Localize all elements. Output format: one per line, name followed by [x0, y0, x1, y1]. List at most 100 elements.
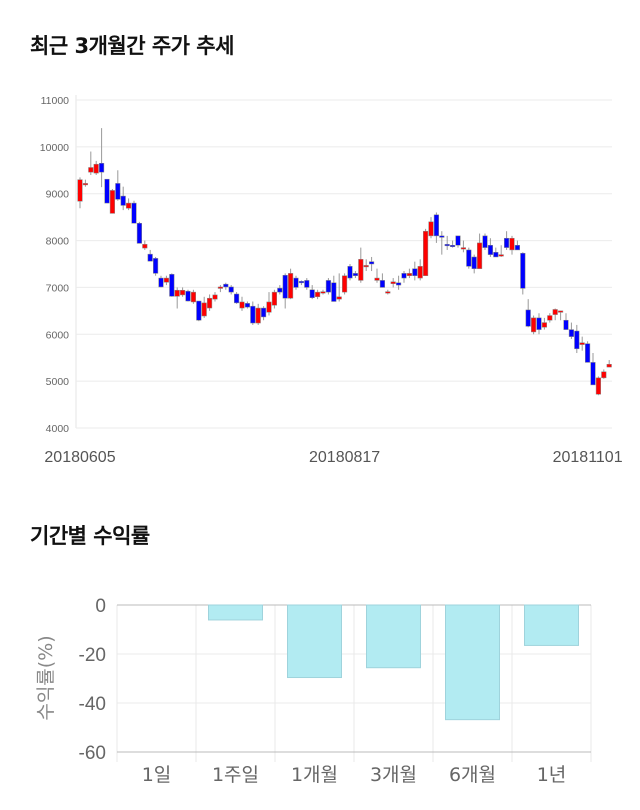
- candle-body: [82, 183, 88, 186]
- candlestick-chart: 4000 5000 6000 7000 8000 9000 10000 11000 201806…: [40, 95, 623, 466]
- candle-body: [412, 268, 418, 276]
- x-tick-label: 1개월: [291, 764, 338, 786]
- candle-body: [568, 329, 574, 337]
- x-tick-label: 1주일: [212, 764, 259, 786]
- y-tick-label: 8000: [46, 236, 70, 248]
- candle-body: [180, 289, 186, 296]
- candle-body: [163, 277, 169, 283]
- candle-body: [439, 235, 445, 238]
- candle-body: [536, 317, 542, 330]
- candle-body: [552, 309, 558, 315]
- candle-body: [99, 163, 105, 173]
- candle-body: [115, 183, 121, 200]
- candle-body: [423, 230, 429, 276]
- candle-body: [228, 286, 234, 293]
- candle-body: [331, 282, 337, 302]
- y-tick-label: 6000: [46, 329, 70, 341]
- candle-body: [595, 377, 601, 395]
- candle-body: [342, 275, 348, 293]
- candle-body: [363, 265, 369, 268]
- candle-body: [153, 258, 159, 274]
- candle-body: [158, 277, 164, 288]
- candle-body: [77, 179, 83, 202]
- y-tick-label: -20: [79, 645, 106, 666]
- candle-body: [509, 237, 515, 251]
- x-tick-label: 3개월: [370, 764, 417, 786]
- candle-body: [223, 283, 229, 288]
- candle-body: [217, 286, 223, 289]
- candle-body: [93, 163, 99, 174]
- bar: [287, 604, 342, 679]
- candle-body: [450, 245, 456, 248]
- candle-body: [558, 310, 564, 313]
- y-tick-label: 0: [95, 596, 106, 617]
- candle-body: [444, 244, 450, 247]
- y-tick-label: 7000: [46, 282, 70, 294]
- candle-body: [88, 167, 94, 173]
- candle-body: [250, 305, 256, 324]
- candle-body: [352, 273, 358, 276]
- x-tick-label: 20181101: [553, 449, 623, 466]
- candle-body: [585, 343, 591, 363]
- candle-body: [336, 296, 342, 300]
- candle-body: [244, 303, 250, 308]
- candle-body: [455, 235, 461, 246]
- candle-body: [288, 273, 294, 299]
- x-tick-label: 1년: [537, 764, 567, 786]
- candle-body: [185, 290, 191, 302]
- candle-body: [606, 364, 612, 368]
- candle-body: [104, 178, 110, 204]
- candle-body: [433, 214, 439, 237]
- candle-body: [460, 247, 466, 250]
- y-tick-label: 5000: [46, 376, 70, 388]
- candle-body: [396, 282, 402, 286]
- candle-body: [212, 294, 218, 300]
- candle-body: [401, 273, 407, 279]
- candle-body: [325, 280, 331, 293]
- candle-body: [601, 371, 607, 379]
- candle-body: [109, 190, 115, 214]
- candle-body: [147, 253, 153, 262]
- candle-body: [201, 302, 207, 317]
- candle-body: [126, 202, 132, 209]
- x-tick-label: 20180605: [44, 449, 115, 466]
- candle-body: [471, 256, 477, 269]
- y-tick-label: -60: [79, 743, 106, 764]
- candle-body: [190, 291, 196, 303]
- candle-body: [514, 245, 520, 251]
- candle-body: [320, 291, 326, 294]
- candle-body: [282, 274, 288, 299]
- y-tick-label: 4000: [46, 423, 70, 435]
- candle-body: [574, 330, 580, 350]
- candle-body: [379, 280, 385, 288]
- candle-body: [563, 319, 569, 330]
- candle-body: [428, 221, 434, 237]
- candle-body: [493, 252, 499, 258]
- bar: [208, 604, 263, 621]
- candle-body: [531, 317, 537, 333]
- candle-body: [169, 274, 175, 297]
- candle-body: [266, 301, 272, 313]
- candle-body: [309, 289, 315, 298]
- candle-body: [579, 342, 585, 345]
- candle-body: [498, 254, 504, 257]
- candle-body: [590, 362, 596, 386]
- candle-body: [255, 307, 261, 324]
- candle-body: [234, 293, 240, 304]
- candle-body: [504, 237, 510, 248]
- returns-title: 기간별 수익률: [30, 524, 150, 548]
- candle-body: [520, 252, 526, 289]
- y-tick-label: 11000: [41, 95, 70, 107]
- x-tick-label: 6개월: [449, 764, 496, 786]
- price-trend-title: 최근 3개월간 주가 추세: [30, 34, 234, 58]
- x-tick-label: 20180817: [309, 449, 380, 466]
- candle-body: [374, 277, 380, 281]
- candle-body: [369, 261, 375, 265]
- candle-body: [277, 287, 283, 293]
- candle-body: [358, 259, 364, 281]
- candle-body: [385, 291, 391, 294]
- candle-body: [406, 273, 412, 276]
- candle-body: [417, 266, 423, 279]
- candle-body: [525, 309, 531, 327]
